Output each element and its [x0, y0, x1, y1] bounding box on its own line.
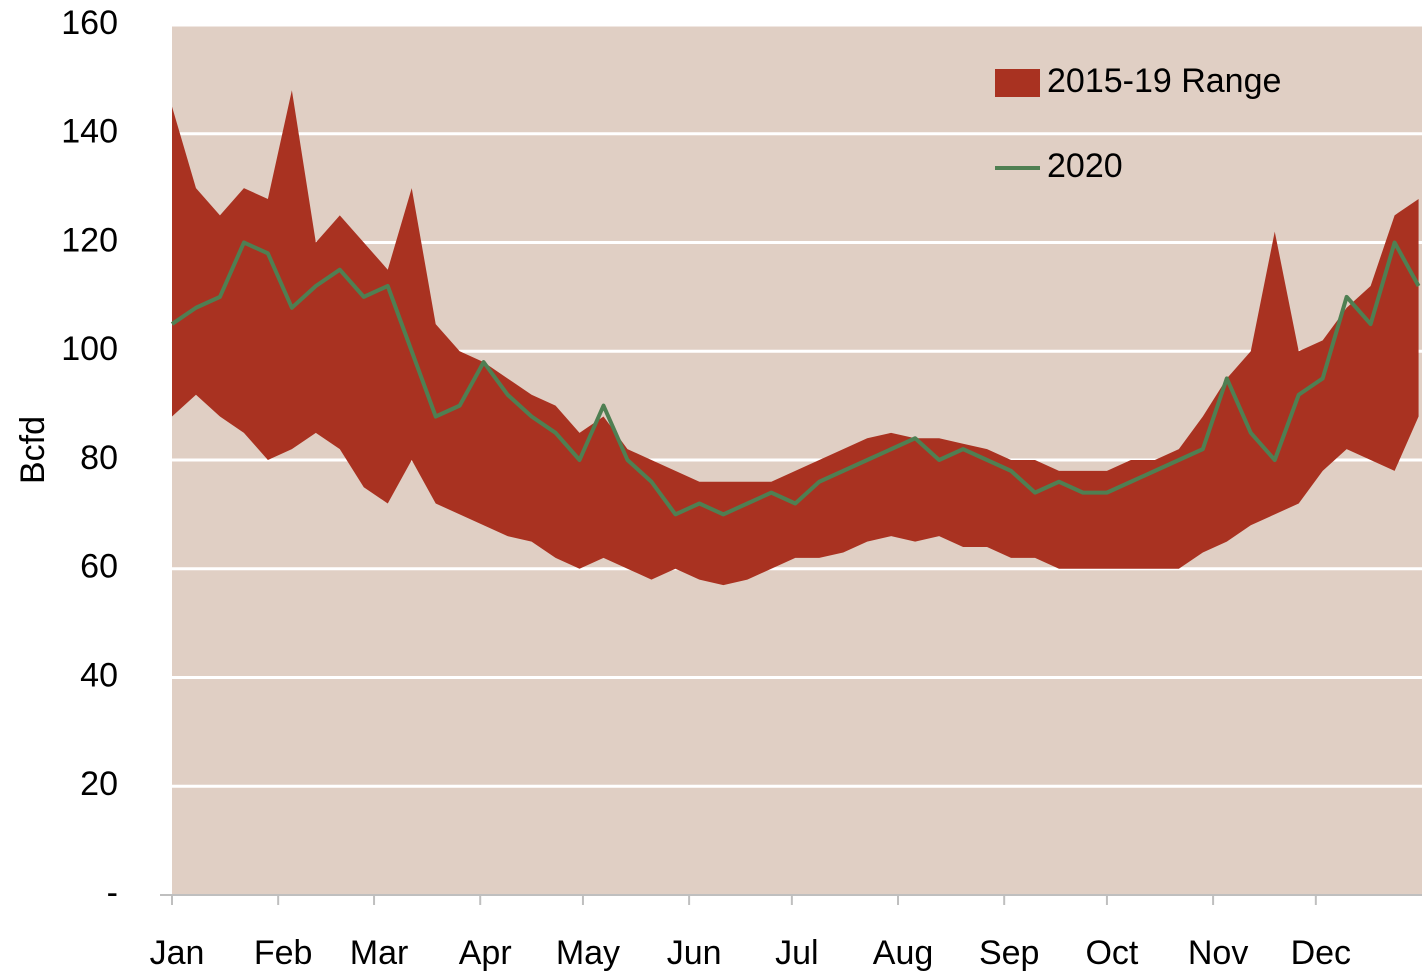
x-tick-label: Aug [873, 934, 934, 972]
y-tick-label: 100 [61, 330, 118, 368]
x-tick-label: Oct [1085, 934, 1138, 972]
y-axis-label: Bcfd [14, 416, 52, 484]
x-tick-label: May [556, 934, 620, 972]
x-tick-label: Feb [254, 934, 313, 972]
x-tick-label: Jul [775, 934, 818, 972]
legend-label: 2020 [1047, 147, 1123, 185]
range-area [172, 90, 1419, 586]
y-tick-label: 80 [80, 439, 118, 477]
x-tick-label: Apr [459, 934, 512, 972]
x-tick-label: Jan [150, 934, 205, 972]
x-tick-label: Nov [1188, 934, 1248, 972]
legend-swatch [995, 69, 1040, 97]
y-tick-label: - [107, 874, 118, 912]
line [170, 240, 1421, 517]
y-tick-label: 140 [61, 113, 118, 151]
x-tick-label: Mar [350, 934, 409, 972]
y-tick-label: 120 [61, 221, 118, 259]
y-tick-label: 60 [80, 548, 118, 586]
y-tick-label: 40 [80, 656, 118, 694]
x-tick-label: Dec [1291, 934, 1351, 972]
legend-label: 2015-19 Range [1047, 62, 1281, 100]
x-tick-label: Jun [667, 934, 722, 972]
x-tick-label: Sep [979, 934, 1040, 972]
y-tick-label: 160 [61, 4, 118, 42]
y-tick-label: 20 [80, 765, 118, 803]
